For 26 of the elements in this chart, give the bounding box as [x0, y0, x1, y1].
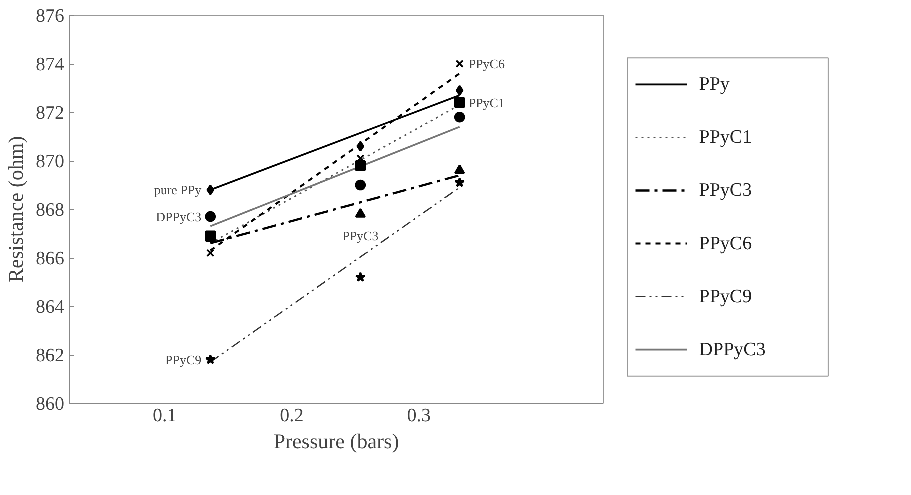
y-tick-label: 872	[36, 103, 64, 124]
annotation: PPyC1	[468, 95, 505, 110]
y-tick-label: 870	[36, 152, 64, 172]
y-tick-label: 862	[36, 346, 64, 366]
y-tick-label: 868	[36, 200, 64, 221]
y-tick-label: 864	[36, 297, 65, 318]
legend-label: PPyC6	[699, 233, 752, 254]
x-tick-label: 0.1	[152, 406, 177, 426]
x-tick-label: 0.2	[280, 406, 304, 426]
y-tick-label: 876	[36, 6, 64, 27]
x-tick-label: 0.3	[407, 406, 432, 426]
annotation: PPyC9	[166, 352, 202, 368]
y-tick-label: 874	[36, 54, 65, 76]
y-axis-title: Resistance (ohm)	[4, 136, 28, 283]
annotation: DPPyC3	[156, 209, 202, 224]
legend-label: PPy	[699, 74, 730, 96]
legend-label: PPyC3	[699, 180, 752, 202]
y-tick-label: 860	[36, 394, 64, 415]
legend-label: PPyC1	[699, 127, 752, 148]
legend-label: PPyC9	[699, 286, 752, 308]
annotation: PPyC6	[468, 56, 506, 72]
annotation: PPyC3	[342, 228, 379, 244]
y-tick-label: 866	[36, 248, 64, 270]
x-axis-title: Pressure (bars)	[274, 430, 400, 454]
annotation: pure PPy	[154, 182, 202, 198]
legend-label: DPPyC3	[699, 339, 766, 360]
